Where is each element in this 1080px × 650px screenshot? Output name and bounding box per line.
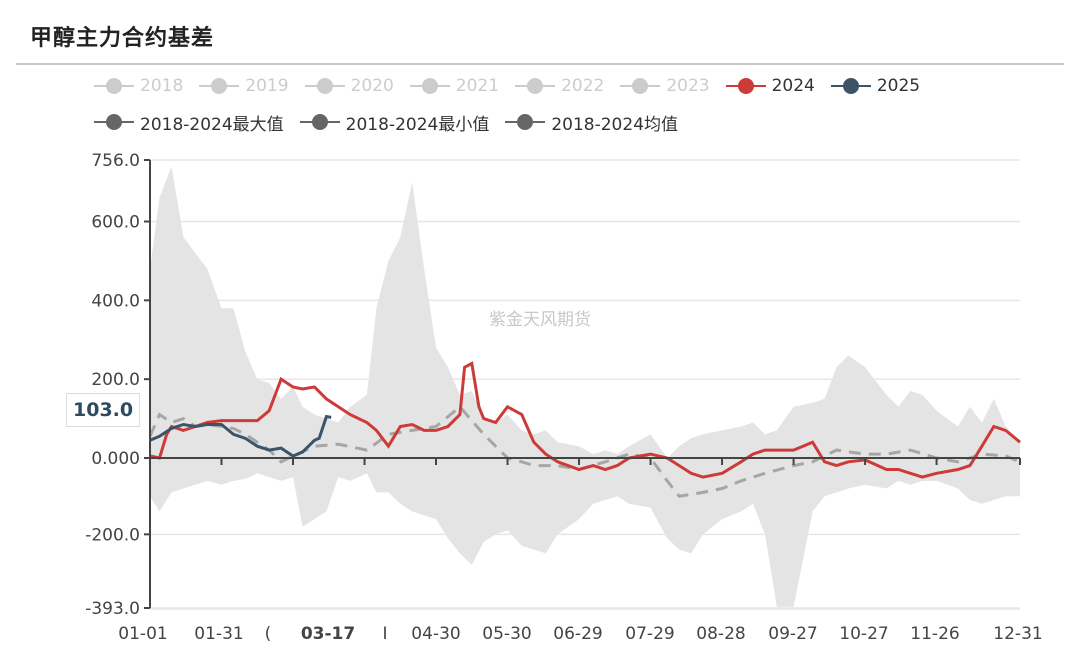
x-axis-labels: 01-01 01-31 (03-17 I 04-30 05-30 06-29 07-29 08-… bbox=[118, 624, 1042, 644]
x-tick-label: 01-01 bbox=[118, 624, 167, 644]
legend-line-marker-icon bbox=[409, 76, 450, 96]
series-2025-line bbox=[149, 414, 332, 458]
y-tick-label: 756.0 bbox=[91, 151, 140, 171]
legend-line-marker-icon bbox=[299, 112, 340, 132]
legend-label: 2021 bbox=[455, 76, 500, 96]
mean-series-line bbox=[148, 404, 1021, 498]
y-tick-label: -200.0 bbox=[85, 525, 140, 545]
legend-row-stats: 2018-2024最大值 2018-2024最小值 2018-2024均值 bbox=[94, 104, 994, 140]
legend-item-2019[interactable]: 2019 bbox=[199, 76, 289, 96]
legend-row-years: 2018 2019 2020 2021 2022 2023 2024 2025 bbox=[94, 68, 994, 104]
legend-item-2022[interactable]: 2022 bbox=[515, 76, 604, 96]
y-tick-label: 0.000 bbox=[91, 449, 140, 469]
legend-label: 2020 bbox=[350, 76, 394, 96]
legend-label: 2018-2024最大值 bbox=[140, 114, 284, 135]
legend-label: 2025 bbox=[876, 76, 921, 96]
legend-line-marker-icon bbox=[199, 76, 240, 96]
x-tick-label: 11-26 bbox=[910, 624, 959, 644]
legend-line-marker-icon bbox=[830, 76, 871, 96]
x-tick-label: 01-31 bbox=[194, 624, 243, 644]
legend-item-2018-2024均值[interactable]: 2018-2024均值 bbox=[505, 110, 678, 135]
x-tick-label: 12-31 bbox=[993, 624, 1042, 644]
legend-line-marker-icon bbox=[620, 76, 661, 96]
y-axis-labels: 756.0 600.0 400.0 200.0 0.000 -200.0 -393.0 bbox=[85, 151, 140, 619]
x-axis-pointer-label: 03-17 bbox=[301, 624, 355, 644]
legend-item-2023[interactable]: 2023 bbox=[620, 76, 710, 96]
legend-line-marker-icon bbox=[515, 76, 556, 96]
max-min-band-area bbox=[150, 166, 1020, 607]
legend-label: 2022 bbox=[561, 76, 605, 96]
legend-line-marker-icon bbox=[94, 76, 134, 96]
legend-line-marker-icon bbox=[725, 76, 766, 96]
legend-item-2021[interactable]: 2021 bbox=[409, 76, 500, 96]
legend-item-2025[interactable]: 2025 bbox=[830, 76, 921, 96]
watermark-text: 紫金天风期货 bbox=[489, 310, 591, 330]
chart-title: 甲醇主力合约基差 bbox=[30, 25, 215, 51]
legend-item-2018-2024最大值[interactable]: 2018-2024最大值 bbox=[94, 110, 284, 135]
x-tick-label: 06-29 bbox=[553, 624, 602, 644]
legend: 2018 2019 2020 2021 2022 2023 2024 2025 2018-20… bbox=[94, 68, 994, 140]
y-tick-label: 600.0 bbox=[91, 212, 140, 232]
y-tick-label: 400.0 bbox=[91, 291, 140, 311]
x-tick-label: ( bbox=[265, 624, 272, 644]
x-tick-label: 05-30 bbox=[482, 624, 531, 644]
legend-line-marker-icon bbox=[304, 76, 345, 96]
x-tick-label: I bbox=[382, 624, 387, 644]
legend-item-2018[interactable]: 2018 bbox=[94, 76, 183, 96]
legend-label: 2018-2024最小值 bbox=[345, 114, 490, 135]
legend-label: 2023 bbox=[666, 76, 710, 96]
legend-item-2018-2024最小值[interactable]: 2018-2024最小值 bbox=[299, 110, 490, 135]
series-2024-line bbox=[149, 361, 1021, 479]
legend-item-2020[interactable]: 2020 bbox=[304, 76, 394, 96]
legend-label: 2024 bbox=[771, 76, 815, 96]
axes bbox=[144, 159, 1021, 610]
grid-lines bbox=[150, 159, 1020, 609]
x-tick-label: 08-28 bbox=[696, 624, 745, 644]
legend-line-marker-icon bbox=[505, 112, 546, 132]
title-divider bbox=[16, 63, 1064, 65]
legend-label: 2018 bbox=[140, 76, 184, 96]
x-tick-label: 09-27 bbox=[768, 624, 817, 644]
x-tick-label: 07-29 bbox=[625, 624, 674, 644]
x-tick-label: 10-27 bbox=[839, 624, 888, 644]
y-tick-label: -393.0 bbox=[85, 599, 140, 619]
legend-item-2024[interactable]: 2024 bbox=[725, 76, 815, 96]
x-tick-label: 04-30 bbox=[411, 624, 460, 644]
y-axis-pointer-label: 103.0 bbox=[66, 393, 141, 427]
y-tick-label: 200.0 bbox=[91, 370, 140, 390]
legend-label: 2018-2024均值 bbox=[551, 114, 679, 135]
legend-line-marker-icon bbox=[94, 112, 134, 132]
legend-label: 2019 bbox=[245, 76, 289, 96]
